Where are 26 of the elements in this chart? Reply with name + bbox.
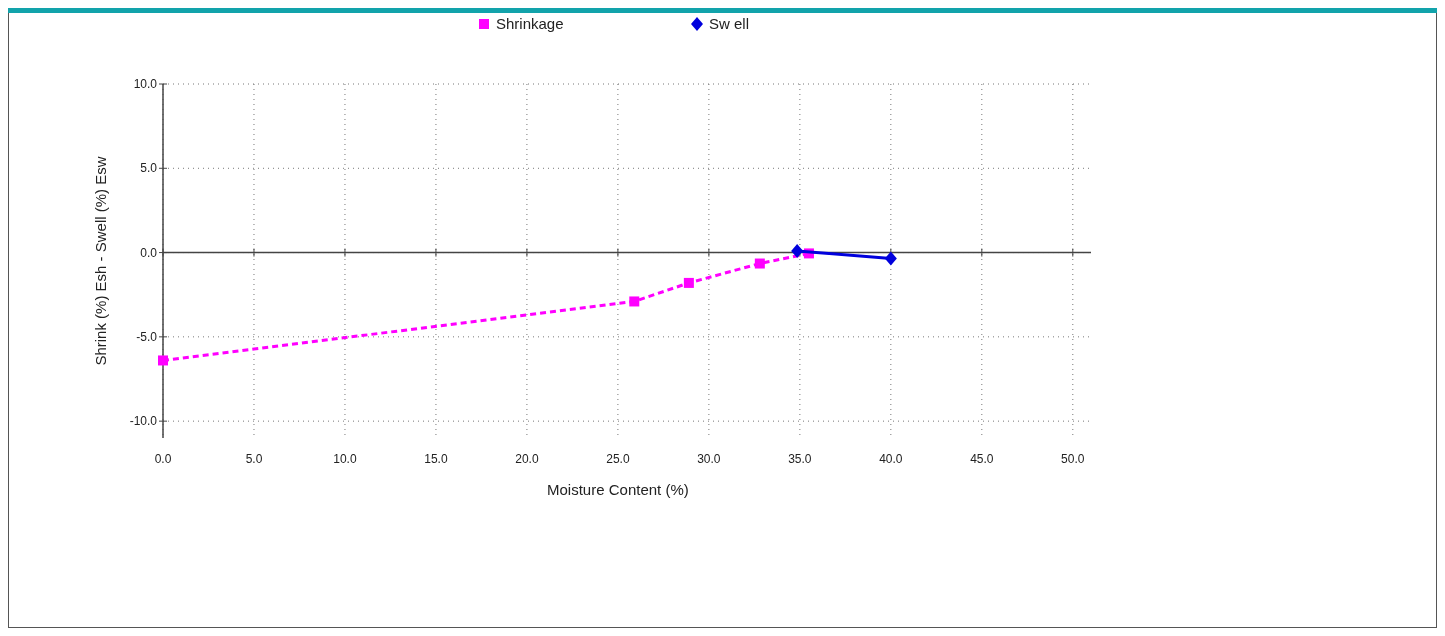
x-tick-label: 25.0: [606, 452, 630, 466]
point: [683, 277, 694, 288]
point: [791, 243, 804, 258]
x-tick-label: 30.0: [697, 452, 721, 466]
x-tick-label: 35.0: [788, 452, 812, 466]
y-tick-label: -10.0: [129, 414, 158, 429]
y-tick-label: 10.0: [133, 77, 158, 91]
x-tick-label: 0.0: [154, 452, 172, 466]
y-tick-label: 0.0: [140, 245, 158, 260]
point: [754, 258, 765, 269]
y-axis-title: Shrink (%) Esh - Swell (%) Esw: [92, 156, 109, 366]
x-tick-label: 50.0: [1061, 452, 1085, 466]
x-tick-label: 20.0: [515, 452, 539, 466]
x-tick-label: 10.0: [333, 452, 357, 466]
point: [884, 251, 897, 266]
x-axis-title: Moisture Content (%): [547, 481, 689, 498]
y-tick-label: -5.0: [136, 329, 158, 344]
legend-label: Sw ell: [709, 15, 750, 32]
y-tick-label: 5.0: [140, 161, 158, 176]
x-tick-label: 5.0: [245, 452, 263, 466]
x-tick-label: 45.0: [970, 452, 994, 466]
point: [158, 355, 168, 366]
x-tick-label: 40.0: [879, 452, 903, 466]
x-tick-label: 15.0: [424, 452, 448, 466]
point: [629, 296, 640, 307]
legend-label: Shrinkage: [496, 15, 564, 32]
